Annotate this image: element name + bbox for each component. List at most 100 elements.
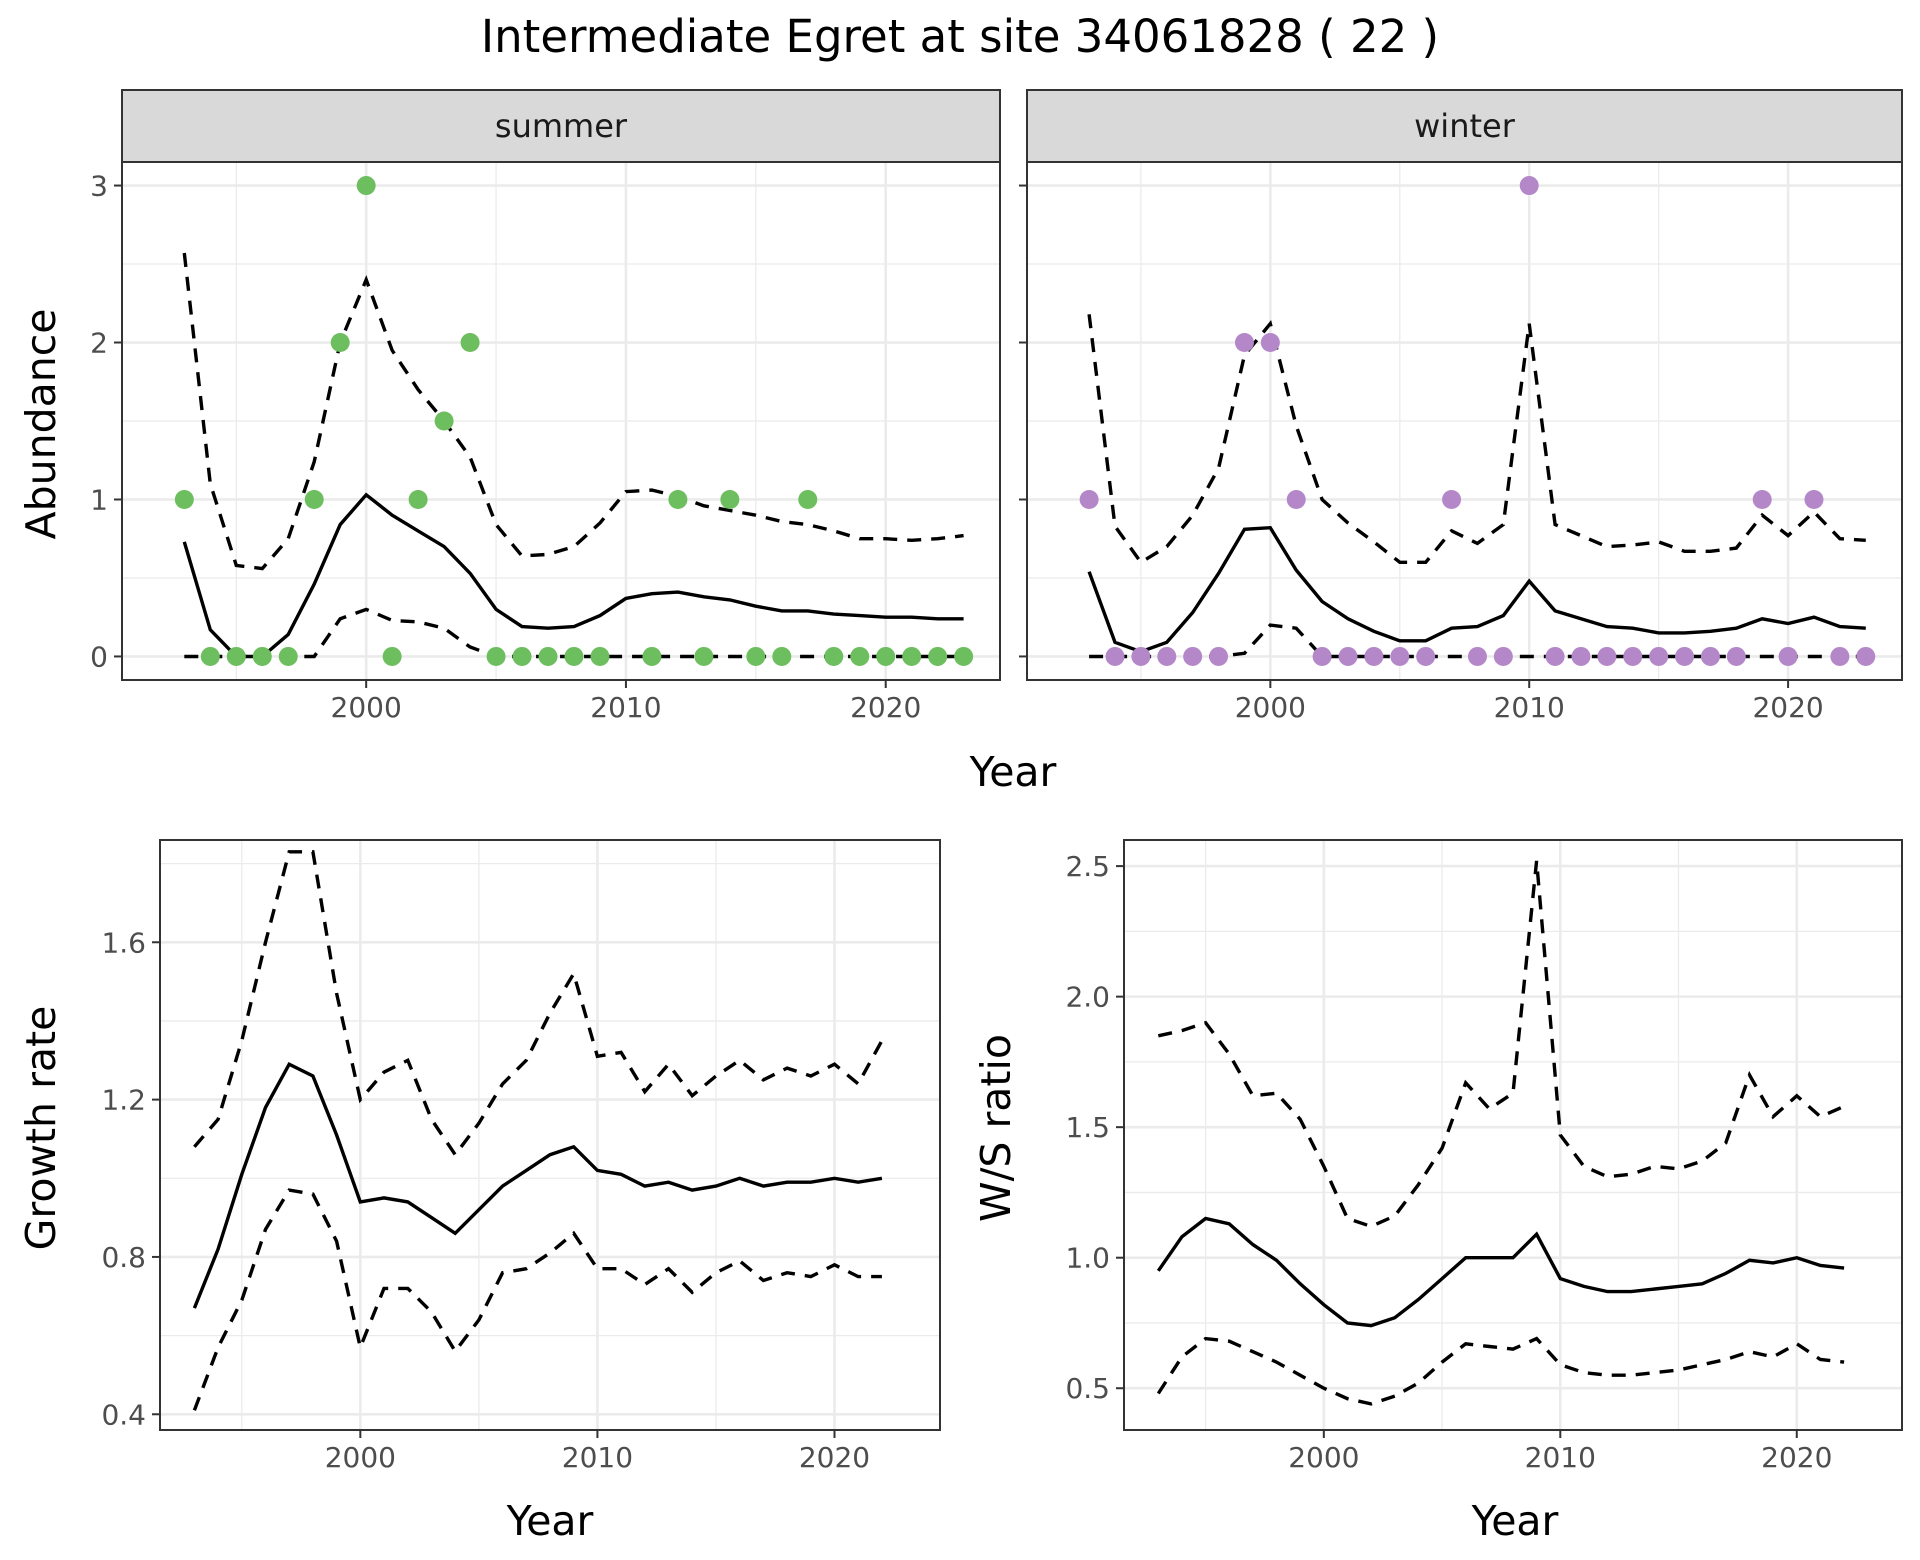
upper-bound-line [193, 850, 884, 1158]
y-tick-label: 1.2 [101, 1084, 146, 1117]
observed-point [642, 646, 662, 666]
fitted-line [192, 1061, 883, 1309]
observed-point [356, 176, 376, 196]
panel-background [160, 840, 940, 1430]
observed-point [1519, 176, 1539, 196]
observed-point [330, 333, 350, 353]
upper-bound-line [1087, 314, 1866, 565]
facet-y-axis-title: Abundance [17, 309, 65, 540]
panel-growth: 2000 2010 2020 0.4 0.8 1.2 1.6 [101, 839, 941, 1474]
observed-point [1312, 646, 1332, 666]
observed-point [1079, 489, 1099, 509]
observed-point [1131, 646, 1151, 666]
observed-point [746, 646, 766, 666]
x-tick-label: 2020 [850, 691, 921, 724]
observed-point [1286, 489, 1306, 509]
x-tick-label: 2010 [1525, 1441, 1596, 1474]
panel-summer: summer 2000 2010 2020 0 1 2 3 [90, 89, 1001, 724]
y-tick-label: 2.0 [1065, 981, 1110, 1014]
y-tick-label: 1 [90, 483, 108, 516]
y-tick-label: 0.4 [101, 1398, 146, 1431]
facet-strip [121, 89, 1001, 163]
observed-point [434, 411, 454, 431]
observed-point [1623, 646, 1643, 666]
observed-point [1752, 489, 1772, 509]
y-tick-label: 2 [90, 327, 108, 360]
observed-point [382, 646, 402, 666]
chart-title: Intermediate Egret at site 34061828 ( 22… [481, 10, 1439, 63]
observed-point [1442, 489, 1462, 509]
observed-point [1467, 646, 1487, 666]
growth-y-axis-title: Growth rate [17, 1006, 65, 1251]
observed-point [1545, 646, 1565, 666]
panel-ratio: 2000 2010 2020 0.5 1.0 1.5 2.0 2.5 [1065, 839, 1903, 1474]
observed-point [1260, 333, 1280, 353]
panel-border [159, 839, 941, 1431]
observed-point [1726, 646, 1746, 666]
y-tick-label: 2.5 [1065, 850, 1110, 883]
observed-point [772, 646, 792, 666]
facet-strip [1026, 89, 1903, 163]
observed-point [278, 646, 298, 666]
observed-point [1649, 646, 1669, 666]
observed-point [798, 489, 818, 509]
observed-point [1778, 646, 1798, 666]
observed-point [824, 646, 844, 666]
observed-point [1830, 646, 1850, 666]
observed-point [1493, 646, 1513, 666]
observed-point [954, 646, 974, 666]
x-tick-label: 2000 [325, 1441, 396, 1474]
observed-point [1700, 646, 1720, 666]
x-tick-label: 2020 [1761, 1441, 1832, 1474]
observed-point [1183, 646, 1203, 666]
observed-point [1390, 646, 1410, 666]
x-tick-label: 2010 [590, 691, 661, 724]
observed-point [590, 646, 610, 666]
y-tick-label: 0 [90, 640, 108, 673]
x-tick-label: 2000 [1288, 1441, 1359, 1474]
observed-point [928, 646, 948, 666]
observed-point [226, 646, 246, 666]
observed-point [1234, 333, 1254, 353]
observed-point [252, 646, 272, 666]
facet-x-axis-title: Year [969, 748, 1057, 796]
observed-point [486, 646, 506, 666]
ratio-y-axis-title: W/S ratio [972, 1034, 1020, 1222]
y-tick-label: 1.0 [1065, 1242, 1110, 1275]
observed-point [538, 646, 558, 666]
x-tick-label: 2020 [799, 1441, 870, 1474]
observed-point [1209, 646, 1229, 666]
observed-point [304, 489, 324, 509]
x-tick-label: 2020 [1752, 691, 1823, 724]
observed-point [876, 646, 896, 666]
panel-background [1124, 840, 1902, 1430]
observed-point [1105, 646, 1125, 666]
x-tick-label: 2000 [1235, 691, 1306, 724]
observed-point [1416, 646, 1436, 666]
upper-bound-line [182, 252, 964, 571]
observed-point [694, 646, 714, 666]
observed-point [902, 646, 922, 666]
observed-point [720, 489, 740, 509]
ratio-x-axis-title: Year [1471, 1497, 1559, 1545]
facet-strip-label: winter [1414, 107, 1516, 145]
observed-point [1364, 646, 1384, 666]
observed-point [564, 646, 584, 666]
fitted-line [182, 492, 964, 659]
y-tick-label: 1.6 [101, 926, 146, 959]
observed-point [512, 646, 532, 666]
observed-point [460, 333, 480, 353]
observed-point [1338, 646, 1358, 666]
observed-point [1675, 646, 1695, 666]
lower-bound-line [1156, 1336, 1845, 1406]
panel-border [1123, 839, 1903, 1431]
observed-point [668, 489, 688, 509]
y-tick-label: 3 [90, 170, 108, 203]
observed-point [1157, 646, 1177, 666]
observed-point [1856, 646, 1876, 666]
lower-bound-line [192, 1188, 882, 1411]
y-tick-label: 0.8 [101, 1241, 146, 1274]
panel-winter: winter 2000 2010 2020 [1019, 89, 1903, 724]
observed-point [200, 646, 220, 666]
